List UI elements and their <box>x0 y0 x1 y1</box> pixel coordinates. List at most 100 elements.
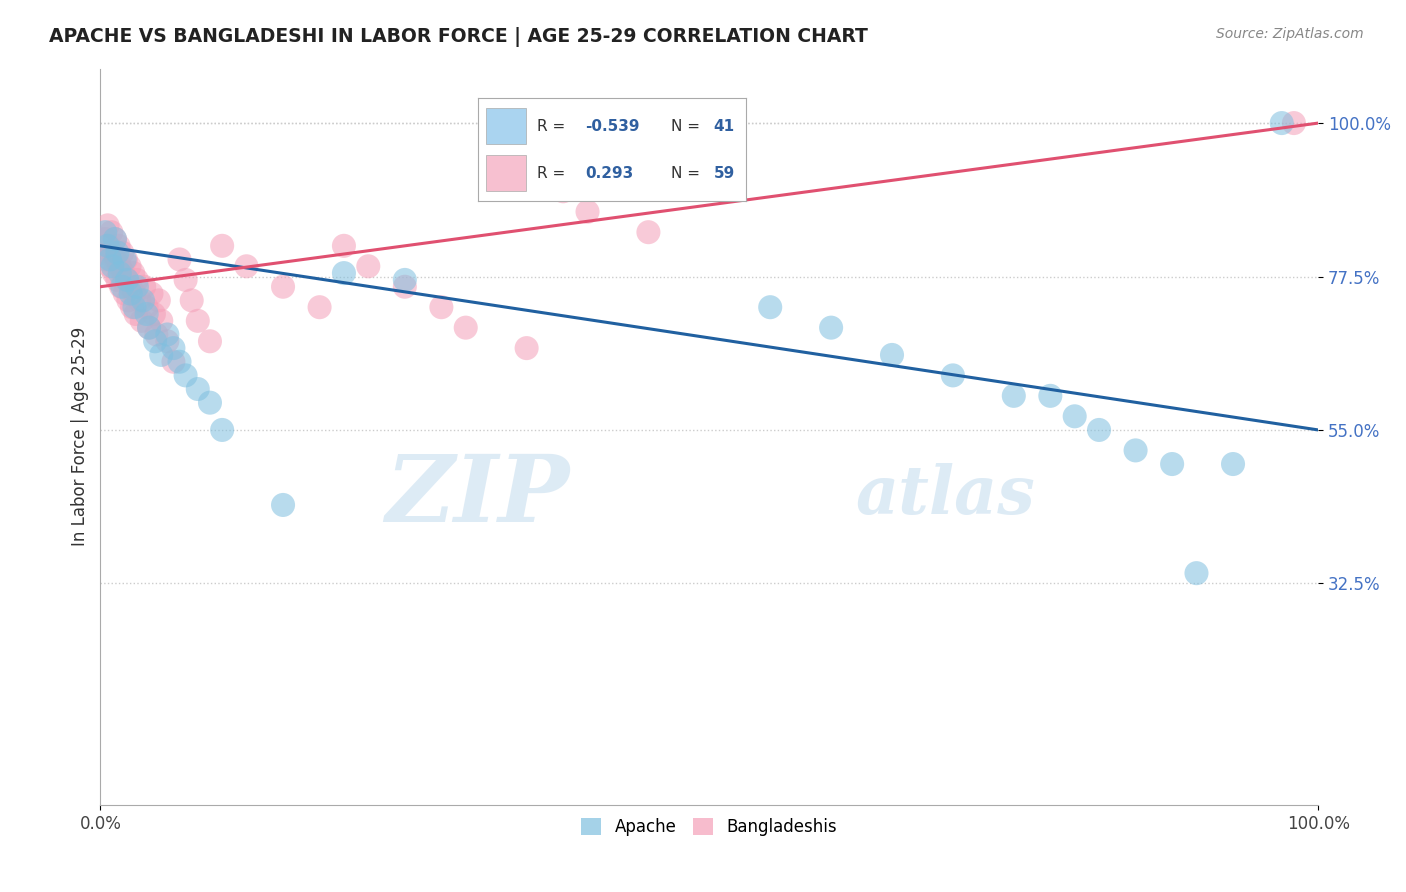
Point <box>235 260 257 274</box>
Point <box>156 334 179 349</box>
Point <box>98 260 121 274</box>
Point <box>132 293 155 308</box>
Point <box>1125 443 1147 458</box>
Point <box>942 368 965 383</box>
Point <box>394 279 416 293</box>
Point <box>271 498 294 512</box>
Text: atlas: atlas <box>855 463 1035 528</box>
Point <box>162 355 184 369</box>
Y-axis label: In Labor Force | Age 25-29: In Labor Force | Age 25-29 <box>72 327 89 547</box>
Point <box>124 307 146 321</box>
Point <box>115 273 138 287</box>
Point <box>138 320 160 334</box>
Point <box>880 348 903 362</box>
Point <box>124 300 146 314</box>
Point <box>174 273 197 287</box>
Point <box>120 279 142 293</box>
Point <box>1161 457 1184 471</box>
Point <box>454 320 477 334</box>
Point <box>1185 566 1208 581</box>
Point <box>553 184 575 198</box>
Point <box>1002 389 1025 403</box>
Point <box>101 245 124 260</box>
Point <box>111 279 134 293</box>
Point <box>187 382 209 396</box>
Point <box>150 314 173 328</box>
Point <box>135 300 157 314</box>
Point <box>187 314 209 328</box>
Point <box>97 239 120 253</box>
Point <box>110 279 132 293</box>
Point <box>124 286 146 301</box>
Text: ZIP: ZIP <box>385 450 569 541</box>
Point <box>114 252 136 267</box>
Point <box>162 341 184 355</box>
Text: Source: ZipAtlas.com: Source: ZipAtlas.com <box>1216 27 1364 41</box>
Point <box>107 273 129 287</box>
Point <box>1282 116 1305 130</box>
Point <box>394 273 416 287</box>
Point <box>115 273 138 287</box>
Point <box>357 260 380 274</box>
Point <box>114 286 136 301</box>
Point <box>759 300 782 314</box>
Point <box>108 266 131 280</box>
Point <box>637 225 659 239</box>
Point <box>104 232 127 246</box>
Point <box>138 320 160 334</box>
Point <box>142 307 165 321</box>
Text: APACHE VS BANGLADESHI IN LABOR FORCE | AGE 25-29 CORRELATION CHART: APACHE VS BANGLADESHI IN LABOR FORCE | A… <box>49 27 868 46</box>
Point <box>125 273 148 287</box>
Point <box>107 239 129 253</box>
Point <box>1063 409 1085 424</box>
Legend: Apache, Bangladeshis: Apache, Bangladeshis <box>574 810 845 845</box>
Point <box>135 307 157 321</box>
Point <box>98 252 121 267</box>
Point <box>134 279 156 293</box>
Point <box>125 279 148 293</box>
Point <box>1039 389 1062 403</box>
Point <box>91 245 114 260</box>
Point <box>131 314 153 328</box>
Point <box>180 293 202 308</box>
Point <box>111 245 134 260</box>
Point <box>120 286 142 301</box>
Point <box>122 266 145 280</box>
Point <box>94 232 117 246</box>
Point <box>150 348 173 362</box>
Point <box>333 239 356 253</box>
Point <box>115 252 138 267</box>
Point <box>148 293 170 308</box>
Point <box>105 252 128 267</box>
Point <box>430 300 453 314</box>
Point <box>169 355 191 369</box>
Point <box>94 225 117 239</box>
Point <box>103 266 125 280</box>
Point <box>333 266 356 280</box>
Point <box>211 239 233 253</box>
Point <box>145 327 167 342</box>
Point <box>169 252 191 267</box>
Point <box>576 204 599 219</box>
Point <box>1222 457 1244 471</box>
Point <box>101 260 124 274</box>
Point <box>516 341 538 355</box>
Point <box>96 252 118 267</box>
Point <box>108 260 131 274</box>
Point <box>107 245 129 260</box>
Point <box>198 395 221 409</box>
Point <box>97 239 120 253</box>
Point <box>174 368 197 383</box>
Point <box>104 232 127 246</box>
Point <box>141 286 163 301</box>
Point <box>211 423 233 437</box>
Point <box>308 300 330 314</box>
Point <box>1271 116 1294 130</box>
Point <box>100 225 122 239</box>
Point <box>1088 423 1111 437</box>
Point <box>128 293 150 308</box>
Point <box>118 260 141 274</box>
Point <box>121 300 143 314</box>
Point <box>97 219 120 233</box>
Point <box>271 279 294 293</box>
